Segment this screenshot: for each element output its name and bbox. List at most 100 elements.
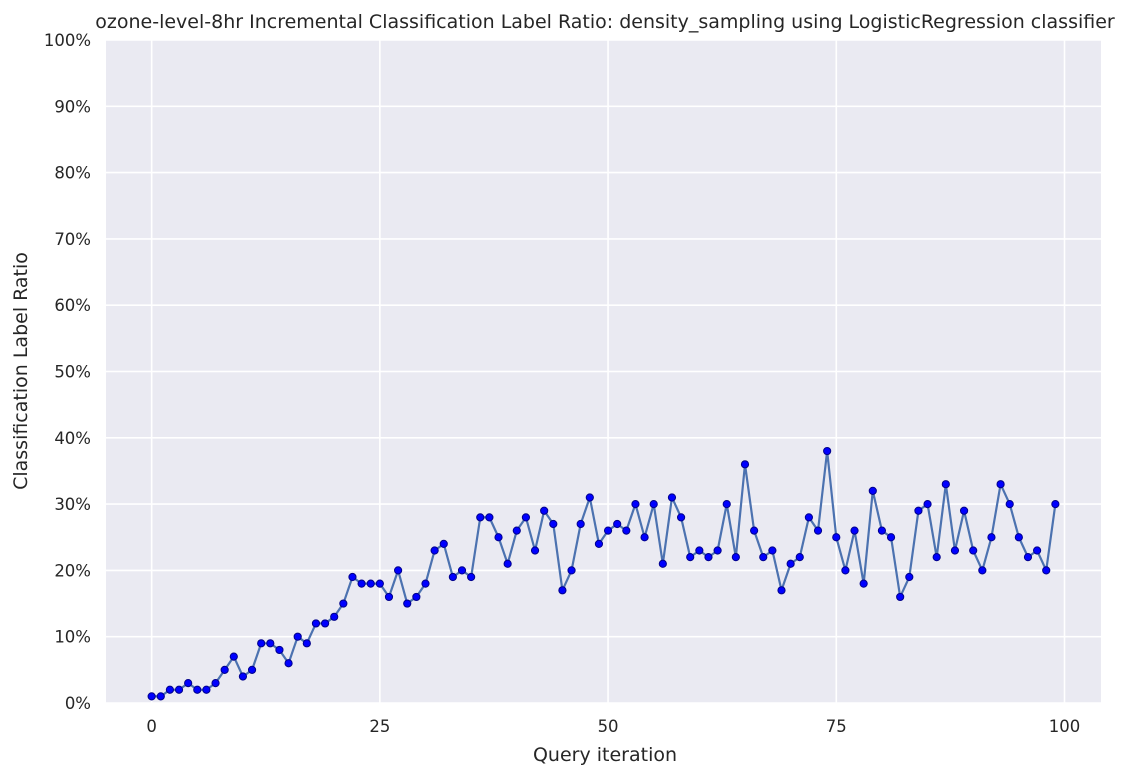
x-tick-label: 100 (1049, 717, 1081, 736)
data-point (193, 685, 202, 694)
data-point (366, 579, 375, 588)
data-point (503, 559, 512, 568)
data-point (950, 546, 960, 555)
data-point (896, 592, 905, 602)
data-point (886, 533, 896, 542)
data-point (494, 533, 503, 542)
data-point (275, 645, 284, 655)
data-point (394, 566, 403, 575)
y-tick-label: 80% (54, 164, 91, 183)
series-line-layer (150, 449, 1057, 698)
data-point (567, 566, 576, 575)
y-tick-label: 20% (54, 561, 91, 580)
data-point (229, 652, 238, 661)
x-tick-label: 25 (369, 717, 390, 736)
data-point (558, 586, 567, 595)
data-point (978, 566, 987, 575)
series-line (150, 449, 1057, 698)
data-point (1014, 533, 1023, 542)
data-point (439, 539, 448, 548)
y-tick-label: 0% (65, 694, 91, 713)
x-tick-label: 50 (598, 717, 619, 736)
data-point (585, 493, 594, 502)
x-axis-label: Query iteration (533, 744, 677, 766)
data-point (549, 519, 558, 529)
data-point (348, 572, 357, 582)
data-point (238, 672, 248, 681)
data-point (750, 526, 759, 535)
y-axis-label: Classification Label Ratio (10, 252, 32, 490)
data-point (540, 506, 549, 515)
data-point (658, 559, 667, 568)
data-point (777, 586, 786, 595)
data-point (823, 446, 832, 456)
x-tick-label: 75 (826, 717, 847, 736)
y-tick-label: 70% (54, 230, 91, 249)
data-point (731, 553, 740, 562)
data-point (147, 692, 156, 701)
data-point (384, 592, 394, 602)
data-point (859, 579, 868, 588)
data-point (1051, 500, 1060, 509)
data-point (594, 539, 604, 548)
data-point (457, 566, 467, 575)
data-point (850, 526, 859, 535)
data-point (622, 526, 631, 535)
data-point (640, 533, 649, 542)
data-point (202, 685, 211, 694)
data-point (932, 553, 941, 562)
data-point (695, 546, 704, 555)
data-point (813, 526, 823, 535)
data-point (430, 546, 439, 555)
data-point (165, 685, 174, 694)
data-point (768, 546, 777, 555)
data-point (184, 679, 193, 688)
data-point (412, 592, 421, 602)
data-point (174, 685, 184, 694)
data-point (832, 533, 841, 542)
data-point (1033, 546, 1042, 555)
data-point (467, 572, 476, 582)
data-point (247, 665, 257, 674)
data-point (987, 533, 996, 542)
data-point (740, 460, 750, 469)
data-point (996, 480, 1005, 489)
data-point (959, 506, 969, 515)
y-tick-label: 50% (54, 363, 91, 382)
data-point (302, 639, 311, 648)
data-point (421, 579, 430, 588)
data-point (795, 553, 804, 562)
y-tick-label: 40% (54, 429, 91, 448)
data-point (603, 526, 613, 535)
data-point (1042, 566, 1051, 575)
data-point (1005, 500, 1014, 509)
data-point (686, 553, 695, 562)
data-point (448, 572, 457, 582)
data-point (914, 506, 923, 515)
data-point (713, 546, 722, 555)
data-point (357, 579, 366, 588)
data-point (905, 572, 914, 582)
data-point (941, 480, 950, 489)
y-tick-label: 100% (44, 31, 91, 50)
data-point (676, 513, 686, 522)
data-point (485, 513, 494, 522)
data-point (403, 599, 412, 608)
data-point (521, 513, 531, 522)
data-point (969, 546, 978, 555)
data-point (631, 500, 640, 509)
y-tick-label: 10% (54, 628, 91, 647)
data-point (923, 500, 932, 509)
data-point (257, 639, 266, 648)
data-point (339, 599, 348, 608)
data-point (868, 486, 877, 495)
data-point (156, 692, 165, 701)
data-point (512, 526, 521, 535)
chart-title: ozone-level-8hr Incremental Classificati… (95, 11, 1115, 33)
data-point (375, 579, 384, 588)
data-point (530, 546, 540, 555)
data-point (804, 513, 813, 522)
data-point (704, 553, 713, 562)
